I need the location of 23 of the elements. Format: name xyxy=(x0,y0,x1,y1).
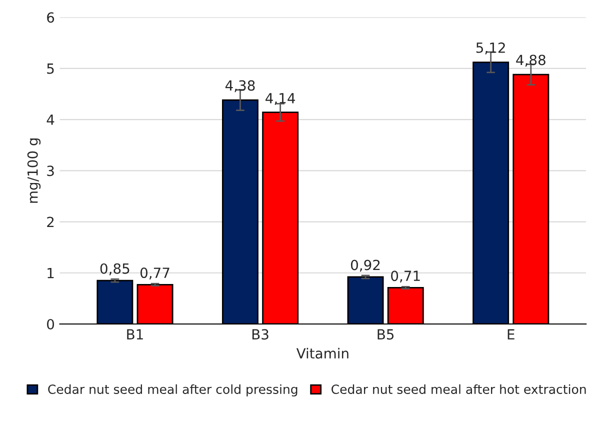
data-label: 0,77 xyxy=(140,268,170,280)
x-tick-label: B3 xyxy=(252,329,268,340)
data-label: 4,38 xyxy=(225,80,255,92)
data-label: 0,71 xyxy=(391,270,420,283)
x-axis-title: Vitamin xyxy=(296,348,348,359)
x-tick-label: B5 xyxy=(378,329,394,340)
x-tick-label: E xyxy=(508,329,514,340)
data-label: 4,88 xyxy=(516,54,546,67)
data-label: 0,85 xyxy=(100,263,130,276)
y-tick-label: 1 xyxy=(48,268,54,278)
data-label: 4,14 xyxy=(266,93,296,105)
legend-label: Cedar nut seed meal after hot extraction xyxy=(332,384,586,394)
y-tick-label: 0 xyxy=(47,318,54,330)
y-tick-label: 3 xyxy=(47,166,54,176)
legend-label: Cedar nut seed meal after cold pressing xyxy=(48,384,298,396)
y-tick-label: 6 xyxy=(47,12,54,23)
y-tick-label: 4 xyxy=(46,114,54,125)
y-axis-title: mg/100 g xyxy=(27,138,41,203)
y-tick-label: 5 xyxy=(47,64,54,74)
y-tick-label: 2 xyxy=(47,216,54,228)
data-label: 0,92 xyxy=(350,260,380,272)
data-label: 5,12 xyxy=(476,42,505,54)
x-tick-label: B1 xyxy=(127,329,143,340)
